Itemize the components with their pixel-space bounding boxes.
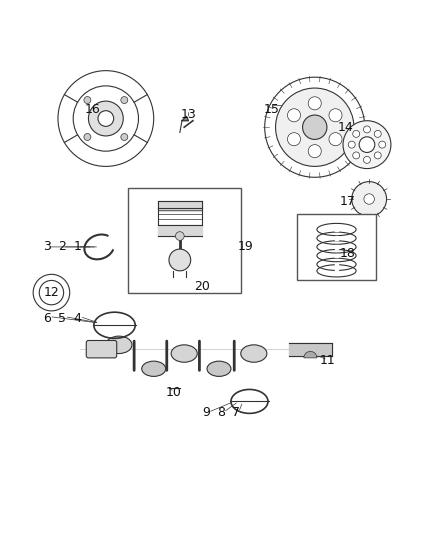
Text: 13: 13: [180, 108, 196, 120]
Circle shape: [352, 182, 387, 216]
Ellipse shape: [106, 336, 132, 353]
Wedge shape: [304, 351, 317, 358]
Circle shape: [364, 126, 371, 133]
Circle shape: [374, 152, 381, 159]
Circle shape: [121, 133, 128, 141]
Text: 12: 12: [43, 286, 59, 299]
Bar: [127, 188, 241, 293]
Circle shape: [169, 249, 191, 271]
Ellipse shape: [171, 345, 197, 362]
Circle shape: [84, 133, 91, 141]
Text: 15: 15: [263, 103, 279, 116]
Circle shape: [329, 109, 342, 122]
Text: 11: 11: [320, 353, 336, 367]
Circle shape: [98, 111, 114, 126]
Circle shape: [374, 131, 381, 138]
Text: 5: 5: [58, 312, 66, 325]
Circle shape: [353, 131, 360, 138]
Circle shape: [287, 109, 300, 122]
Bar: [297, 214, 376, 279]
Circle shape: [84, 96, 91, 103]
Polygon shape: [182, 116, 188, 120]
Text: 9: 9: [202, 406, 210, 419]
Circle shape: [308, 97, 321, 110]
Circle shape: [121, 96, 128, 103]
Text: 14: 14: [337, 121, 353, 134]
Ellipse shape: [207, 361, 231, 376]
Circle shape: [176, 232, 184, 240]
Text: 16: 16: [85, 103, 101, 116]
Circle shape: [348, 141, 355, 148]
Circle shape: [308, 144, 321, 158]
Text: 4: 4: [74, 312, 81, 325]
Circle shape: [353, 152, 360, 159]
Text: 18: 18: [339, 247, 355, 260]
Text: 7: 7: [233, 406, 240, 419]
Ellipse shape: [142, 361, 166, 376]
Circle shape: [359, 137, 375, 152]
FancyBboxPatch shape: [86, 341, 117, 358]
Ellipse shape: [241, 345, 267, 362]
Text: 3: 3: [43, 240, 51, 253]
Circle shape: [343, 120, 391, 168]
Text: 1: 1: [74, 240, 81, 253]
Text: 20: 20: [194, 280, 209, 293]
Circle shape: [88, 101, 123, 136]
Text: 10: 10: [166, 386, 181, 399]
Circle shape: [379, 141, 386, 148]
Circle shape: [287, 133, 300, 146]
Circle shape: [364, 156, 371, 163]
Circle shape: [329, 133, 342, 146]
Circle shape: [303, 115, 327, 140]
Circle shape: [276, 88, 354, 166]
Circle shape: [364, 194, 374, 204]
Text: 19: 19: [237, 240, 253, 253]
Text: 2: 2: [58, 240, 66, 253]
Text: 6: 6: [43, 312, 51, 325]
Text: 17: 17: [339, 195, 355, 208]
Text: 8: 8: [217, 406, 225, 419]
